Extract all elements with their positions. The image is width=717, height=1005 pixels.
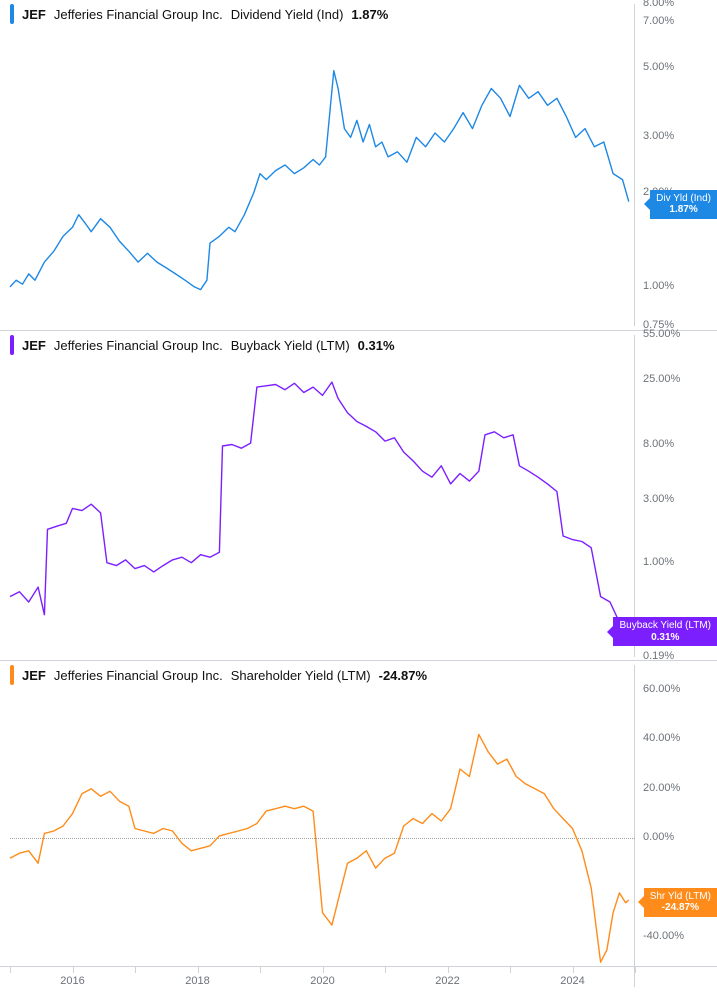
badge-title: Buyback Yield (LTM) <box>619 620 711 632</box>
legend-value: 1.87% <box>351 7 388 22</box>
ytick-label: 0.00% <box>643 831 674 843</box>
legend-ticker: JEF <box>22 668 46 683</box>
legend-bar: JEF Jefferies Financial Group Inc. Buyback… <box>10 335 395 355</box>
legend-company: Jefferies Financial Group Inc. <box>54 7 223 22</box>
xtick-mark <box>385 967 386 973</box>
ytick-label: 8.00% <box>643 438 674 450</box>
chart-panel-buyback_yield: JEF Jefferies Financial Group Inc. Buyback… <box>0 330 717 660</box>
xtick-mark <box>635 967 636 973</box>
legend-ticker: JEF <box>22 7 46 22</box>
badge-value: 1.87% <box>656 204 711 216</box>
ytick-label: -40.00% <box>643 930 684 942</box>
value-badge: Div Yld (Ind)1.87% <box>650 190 717 219</box>
xtick-mark <box>448 967 449 973</box>
chart-panel-shareholder_yield: JEF Jefferies Financial Group Inc. Shareho… <box>0 660 717 990</box>
ytick-label: 55.00% <box>643 328 680 340</box>
badge-value: 0.31% <box>619 632 711 644</box>
xtick-mark <box>323 967 324 973</box>
xtick-mark <box>135 967 136 973</box>
ytick-label: 40.00% <box>643 732 680 744</box>
ytick-label: 8.00% <box>643 0 674 9</box>
value-badge: Buyback Yield (LTM)0.31% <box>613 617 717 646</box>
legend-metric: Shareholder Yield (LTM) <box>231 668 371 683</box>
legend-metric: Buyback Yield (LTM) <box>231 338 350 353</box>
legend-metric: Dividend Yield (Ind) <box>231 7 344 22</box>
xtick-mark <box>10 967 11 973</box>
xtick-mark <box>573 967 574 973</box>
ytick-label: 3.00% <box>643 130 674 142</box>
legend-company: Jefferies Financial Group Inc. <box>54 668 223 683</box>
ytick-label: 7.00% <box>643 15 674 27</box>
legend-value: -24.87% <box>379 668 427 683</box>
series-line <box>10 335 635 657</box>
ytick-label: 60.00% <box>643 683 680 695</box>
plot-area[interactable] <box>10 4 635 326</box>
xtick-mark <box>198 967 199 973</box>
chart-panel-div_yield: JEF Jefferies Financial Group Inc. Dividen… <box>0 0 717 330</box>
legend-color-tick <box>10 4 14 24</box>
chart-stack: JEF Jefferies Financial Group Inc. Dividen… <box>0 0 717 1005</box>
xtick-mark <box>73 967 74 973</box>
value-badge: Shr Yld (LTM)-24.87% <box>644 888 717 917</box>
legend-ticker: JEF <box>22 338 46 353</box>
legend-color-tick <box>10 665 14 685</box>
badge-value: -24.87% <box>650 902 711 914</box>
legend-bar: JEF Jefferies Financial Group Inc. Shareho… <box>10 665 427 685</box>
ytick-label: 25.00% <box>643 373 680 385</box>
xtick-label: 2022 <box>435 975 459 987</box>
ytick-label: 1.00% <box>643 556 674 568</box>
legend-bar: JEF Jefferies Financial Group Inc. Dividen… <box>10 4 388 24</box>
x-axis: 2016 2018 2020 2022 2024 <box>0 966 717 1005</box>
xtick-label: 2024 <box>560 975 584 987</box>
xtick-label: 2018 <box>185 975 209 987</box>
xtick-label: 2020 <box>310 975 334 987</box>
badge-title: Shr Yld (LTM) <box>650 891 711 903</box>
plot-area[interactable] <box>10 335 635 657</box>
plot-area[interactable] <box>10 665 635 987</box>
series-line <box>10 665 635 987</box>
badge-title: Div Yld (Ind) <box>656 193 711 205</box>
ytick-label: 20.00% <box>643 782 680 794</box>
xtick-label: 2016 <box>60 975 84 987</box>
legend-company: Jefferies Financial Group Inc. <box>54 338 223 353</box>
ytick-label: 3.00% <box>643 493 674 505</box>
ytick-label: 5.00% <box>643 61 674 73</box>
legend-value: 0.31% <box>358 338 395 353</box>
series-line <box>10 4 635 326</box>
xtick-mark <box>510 967 511 973</box>
ytick-label: 1.00% <box>643 280 674 292</box>
xtick-mark <box>260 967 261 973</box>
legend-color-tick <box>10 335 14 355</box>
